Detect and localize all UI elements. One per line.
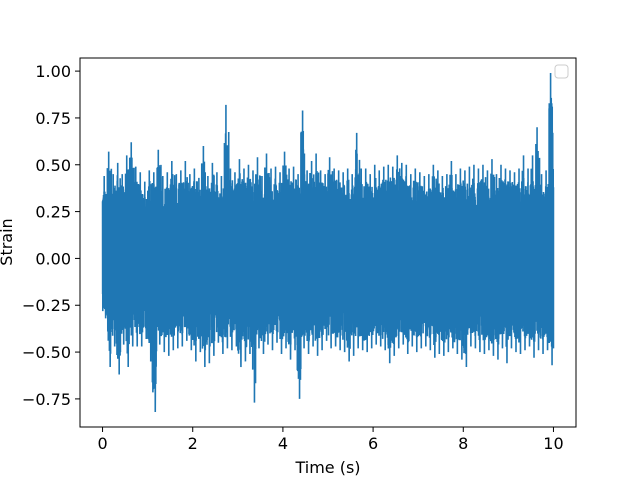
y-tick-label: 0.50 — [35, 156, 71, 175]
y-axis: −0.75 −0.50 −0.25 0.00 0.25 0.50 0.75 1.00 — [22, 62, 80, 409]
y-axis-label: Strain — [0, 218, 16, 265]
x-tick-label: 0 — [97, 434, 107, 453]
x-tick-label: 2 — [188, 434, 198, 453]
x-tick-label: 10 — [543, 434, 563, 453]
strain-series-line — [101, 72, 555, 413]
legend-box — [554, 64, 569, 79]
y-tick-label: −0.50 — [22, 343, 71, 362]
x-tick-label: 8 — [458, 434, 468, 453]
axes-frame — [79, 57, 577, 428]
x-tick-label: 4 — [278, 434, 288, 453]
x-tick-label: 6 — [368, 434, 378, 453]
y-tick-label: 0.75 — [35, 109, 71, 128]
y-tick-label: 1.00 — [35, 62, 71, 81]
y-tick-label: −0.75 — [22, 390, 71, 409]
x-axis: 0 2 4 6 8 10 — [97, 427, 564, 453]
x-axis-label: Time (s) — [294, 458, 360, 477]
y-tick-label: −0.25 — [22, 296, 71, 315]
y-tick-label: 0.25 — [35, 203, 71, 222]
y-tick-label: 0.00 — [35, 249, 71, 268]
plot-area — [101, 72, 555, 413]
